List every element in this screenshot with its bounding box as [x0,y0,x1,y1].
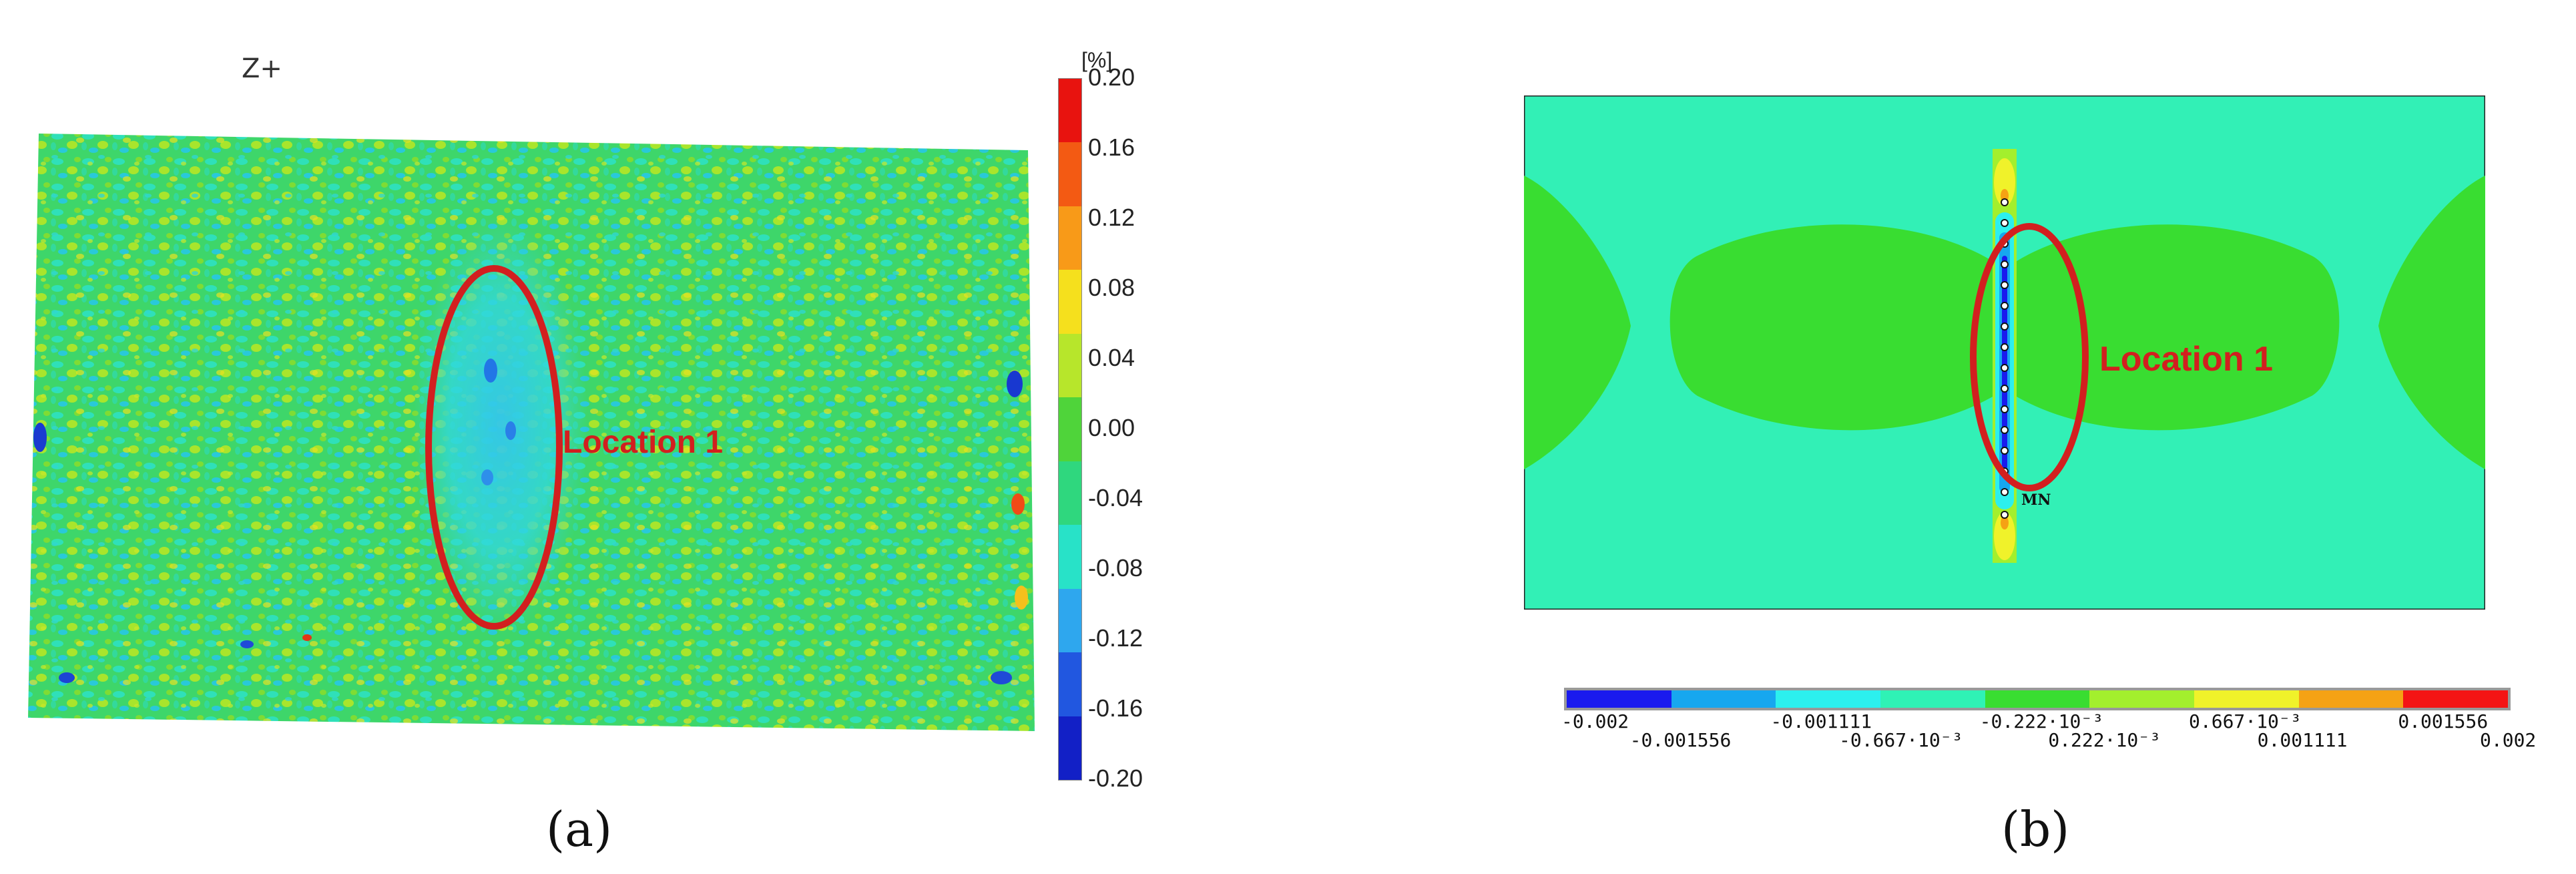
horizontal-colorbar-segment [1671,690,1776,708]
horizontal-colorbar [1564,688,2511,710]
colorbar-tick-label: -0.12 [1088,624,1143,652]
colorbar-tick-label: 0.00 [1088,414,1135,442]
mn-marker-label: MN [2021,491,2051,509]
colorbar-bottom-tick-label: 0.001111 [2258,729,2348,751]
colorbar-segment [1059,206,1081,270]
horizontal-colorbar-segment [2089,690,2194,708]
colorbar-tick-label: -0.08 [1088,554,1143,582]
colorbar-segment [1059,589,1081,652]
horizontal-colorbar-segment [2403,690,2508,708]
colorbar-bottom-tick-label: 0.002 [2480,729,2536,751]
horizontal-colorbar-segment [2299,690,2404,708]
colorbar-segment [1059,716,1081,780]
colorbar-tick-label: -0.16 [1088,694,1143,722]
horizontal-colorbar-segment [1985,690,2090,708]
location-1-label-a: Location 1 [563,424,723,461]
colorbar-segment [1059,652,1081,716]
colorbar-segment [1059,142,1081,206]
colorbar-tick-label: -0.04 [1088,484,1143,512]
colorbar-bottom-tick-label: -0.667·10⁻³ [1839,729,1963,751]
colorbar-segment [1059,397,1081,461]
colorbar-segment [1059,525,1081,588]
location-1-ellipse-b [1963,217,2096,497]
colorbar-tick-label: 0.16 [1088,134,1135,162]
colorbar-top-tick-label: 0.001556 [2398,710,2488,732]
colorbar-tick-label: 0.20 [1088,63,1135,91]
colorbar-bottom-tick-label: -0.001556 [1630,729,1732,751]
crack-node-marker [2001,199,2008,206]
crack-node-marker [2001,511,2008,518]
colorbar-bottom-tick-label: 0.222·10⁻³ [2048,729,2161,751]
colorbar-tick-label: 0.12 [1088,204,1135,232]
view-label: Z+ [242,53,282,84]
colorbar-tick-label: 0.04 [1088,344,1135,372]
colorbar-segment [1059,334,1081,397]
colorbar-segment [1059,270,1081,333]
location-1-ellipse-a [414,260,574,634]
horizontal-colorbar-segment [1880,690,1985,708]
colorbar-tick-label: -0.20 [1088,764,1143,793]
vertical-colorbar [1058,78,1082,781]
colorbar-tick-label: 0.08 [1088,274,1135,302]
colorbar-segment [1059,79,1081,142]
caption-a: (a) [546,801,612,857]
caption-b: (b) [2001,801,2069,857]
colorbar-top-tick-label: -0.002 [1561,710,1629,732]
horizontal-colorbar-segment [1567,690,1671,708]
location-1-label-b: Location 1 [2099,339,2273,379]
colorbar-segment [1059,461,1081,525]
horizontal-colorbar-segment [2194,690,2299,708]
horizontal-colorbar-segment [1776,690,1880,708]
